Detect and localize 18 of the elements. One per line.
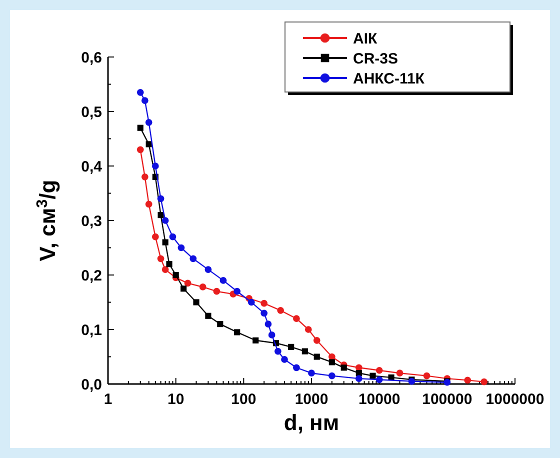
legend-label: CR-3S xyxy=(353,50,398,68)
legend-label: АІК xyxy=(353,30,378,48)
y-tick-label: 0,1 xyxy=(81,322,102,339)
x-tick-label: 100000 xyxy=(422,391,472,408)
x-tick-label: 1 xyxy=(104,391,112,408)
y-tick-label: 0,4 xyxy=(81,158,103,176)
x-tick-label: 10000 xyxy=(358,391,400,408)
x-axis-title: d, нм xyxy=(284,410,340,435)
y-tick-label: 0,5 xyxy=(81,104,102,121)
x-tick-label: 1000 xyxy=(294,391,328,408)
y-tick-label: 0,6 xyxy=(81,49,102,66)
y-tick-label: 0,3 xyxy=(81,212,102,230)
x-tick-label: 100 xyxy=(231,391,256,408)
y-tick-label: 0,0 xyxy=(81,376,102,394)
legend-label: АНКС-11К xyxy=(353,70,426,88)
x-tick-label: 10 xyxy=(167,391,184,408)
y-tick-label: 0,2 xyxy=(81,267,102,284)
x-tick-label: 1000000 xyxy=(486,391,544,408)
